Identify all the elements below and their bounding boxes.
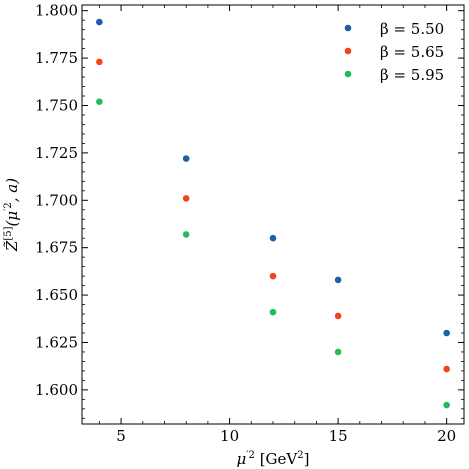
legend-label: β = 5.50 [380,20,444,38]
data-point-series-2 [96,58,103,66]
data-points [96,18,450,409]
x-axis-label: μ′2 [GeV2] [237,450,310,468]
y-tick-label: 1.675 [35,239,78,257]
plot-frame [81,4,465,425]
x-tick-label: 20 [437,427,456,445]
data-point-series-1 [182,155,190,162]
data-point-series-1 [96,18,103,26]
data-point-series-2 [269,272,277,280]
legend-marker [344,24,352,32]
y-tick-label: 1.800 [35,2,78,20]
y-tick-label: 1.750 [35,96,78,114]
legend-marker [344,70,352,78]
data-point-series-3 [269,308,277,316]
data-point-series-2 [334,312,342,320]
y-tick-label: 1.700 [35,191,78,209]
y-tick-label: 1.600 [35,381,78,399]
x-tick-label: 5 [116,427,126,445]
data-point-series-3 [96,98,103,105]
data-point-series-1 [334,276,342,284]
axis-ticks: 5 10 15 20 1.600 1.625 1.650 1.675 1.700 1.725 1.7… [35,2,464,445]
data-point-series-3 [334,348,342,356]
y-tick-label: 1.725 [35,144,78,162]
legend-label: β = 5.65 [380,43,444,61]
legend-label: β = 5.95 [380,66,444,84]
legend-marker [344,47,352,55]
y-tick-label: 1.775 [35,49,78,67]
x-tick-label: 10 [220,427,239,445]
legend: β = 5.50 β = 5.65 β = 5.95 [344,20,444,84]
y-tick-label: 1.625 [35,333,78,351]
data-point-series-3 [443,401,450,409]
data-point-series-1 [269,234,277,242]
y-tick-label: 1.650 [35,286,78,304]
data-point-series-1 [443,329,450,337]
data-point-series-3 [182,231,190,238]
data-point-series-2 [182,195,190,202]
x-tick-label: 15 [329,427,348,445]
data-point-series-2 [443,365,450,373]
y-axis-label: Z̃[5](μ′2, a) [3,178,21,252]
